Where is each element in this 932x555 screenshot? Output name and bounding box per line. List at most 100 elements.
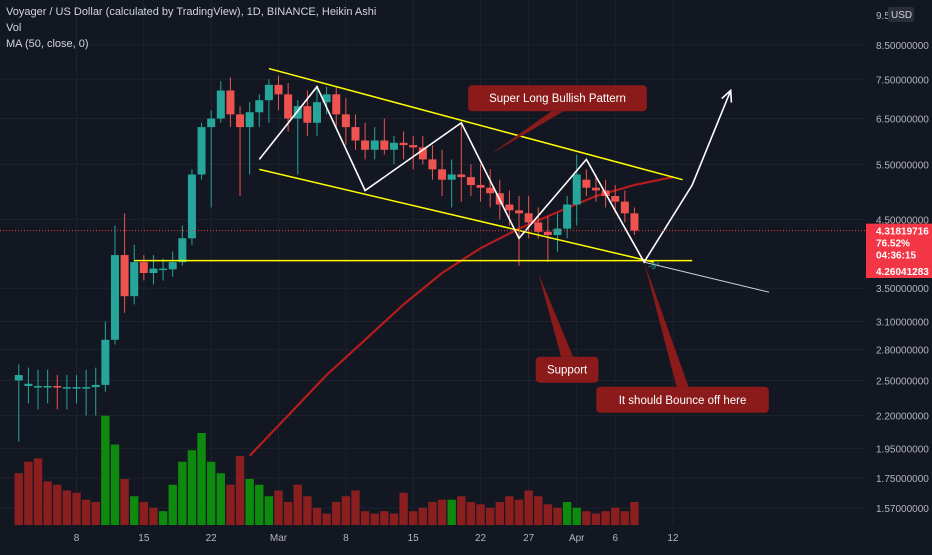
candle-body[interactable] [159,268,168,271]
candle-body[interactable] [457,174,466,178]
volume-bar [534,496,543,525]
candle-body[interactable] [226,90,235,115]
x-tick-label: 12 [667,533,679,544]
volume-legend: Vol [6,22,22,34]
candle-body[interactable] [341,114,350,128]
candle-body[interactable] [505,204,514,211]
candle-body[interactable] [630,213,639,231]
callout-label: Super Long Bullish Pattern [489,93,626,105]
support-price-text: 4.26041283 [876,267,929,278]
volume-bar [33,458,43,525]
last-price-box [866,223,932,266]
candle-body[interactable] [572,174,581,205]
callout-pointer [644,262,689,387]
volume-bar [226,484,235,525]
y-tick-label: 3.50000000 [876,284,929,295]
candle-body[interactable] [543,231,552,236]
volume-bar [149,507,158,525]
volume-bar [399,492,408,525]
callout-box[interactable] [596,386,769,413]
candle-body[interactable] [582,179,591,188]
candle-body[interactable] [370,140,379,150]
volume-bar [582,511,591,525]
candle-body[interactable] [43,386,52,388]
candle-body[interactable] [187,174,196,239]
callout-pointer [538,273,574,357]
candle-body[interactable] [389,142,398,150]
volume-bar [293,484,302,525]
y-tick-label: 2.50000000 [876,376,929,387]
candle-body[interactable] [486,187,495,194]
candle-body[interactable] [149,268,158,274]
volume-bar [591,513,601,525]
candle-body[interactable] [284,94,293,119]
x-tick-label: 22 [206,533,218,544]
callout-label: It should Bounce off here [619,395,747,407]
candle-body[interactable] [418,147,427,160]
volume-bar [418,507,428,525]
candle-body[interactable] [611,195,620,202]
candle-body[interactable] [207,118,216,128]
candle-body[interactable] [24,383,33,387]
candle-body[interactable] [293,106,302,119]
volume-bar [168,484,177,525]
candle-body[interactable] [264,84,273,101]
candle-body[interactable] [447,174,456,180]
candle-body[interactable] [591,187,600,191]
candle-body[interactable] [255,100,264,113]
candle-body[interactable] [380,140,389,150]
candle-body[interactable] [399,142,408,146]
volume-bar [62,490,72,525]
candle-body[interactable] [34,386,43,388]
candle-body[interactable] [14,375,23,381]
candle-body[interactable] [82,387,91,389]
candle-body[interactable] [313,102,321,123]
candle-body[interactable] [216,90,225,119]
candle-body[interactable] [120,255,129,297]
candle-body[interactable] [168,262,177,270]
volume-bar [245,479,254,525]
candle-body[interactable] [197,127,206,175]
candle-body[interactable] [476,185,485,188]
volume-bar [187,450,197,525]
x-tick-label: 15 [408,533,420,544]
currency-badge[interactable] [888,7,914,22]
candle-body[interactable] [361,140,370,150]
candle-body[interactable] [620,201,629,214]
candle-body[interactable] [553,228,562,236]
candle-body[interactable] [53,386,62,388]
candle-body[interactable] [438,169,447,180]
y-tick-label: 2.20000000 [876,412,929,423]
candle-body[interactable] [91,384,100,388]
candle-body[interactable] [62,387,71,389]
candle-body[interactable] [139,262,148,274]
volume-bar [389,513,399,525]
candle-body[interactable] [130,262,139,297]
candle-body[interactable] [515,210,524,214]
candle-body[interactable] [178,238,187,263]
candle-body[interactable] [409,145,418,148]
volume-bar [351,490,360,525]
volume-bar [110,444,120,525]
candle-body[interactable] [245,112,254,128]
candle-body[interactable] [534,222,543,232]
y-tick-label: 6.50000000 [876,115,929,126]
candle-body[interactable] [322,94,331,103]
candle-body[interactable] [351,127,360,141]
callout-box[interactable] [535,356,599,383]
candle-body[interactable] [236,114,245,128]
candle-body[interactable] [332,94,341,115]
candle-body[interactable] [101,339,110,385]
callout-box[interactable] [468,85,647,112]
volume-bar [120,479,129,525]
candle-body[interactable] [303,106,312,123]
candle-body[interactable] [524,213,533,223]
candle-body[interactable] [466,177,475,186]
candle-body[interactable] [110,255,119,340]
candle-body[interactable] [274,84,283,95]
candle-body[interactable] [428,159,437,170]
candle-body[interactable] [563,204,572,229]
candle-body[interactable] [72,387,81,389]
volume-bar [562,502,572,525]
